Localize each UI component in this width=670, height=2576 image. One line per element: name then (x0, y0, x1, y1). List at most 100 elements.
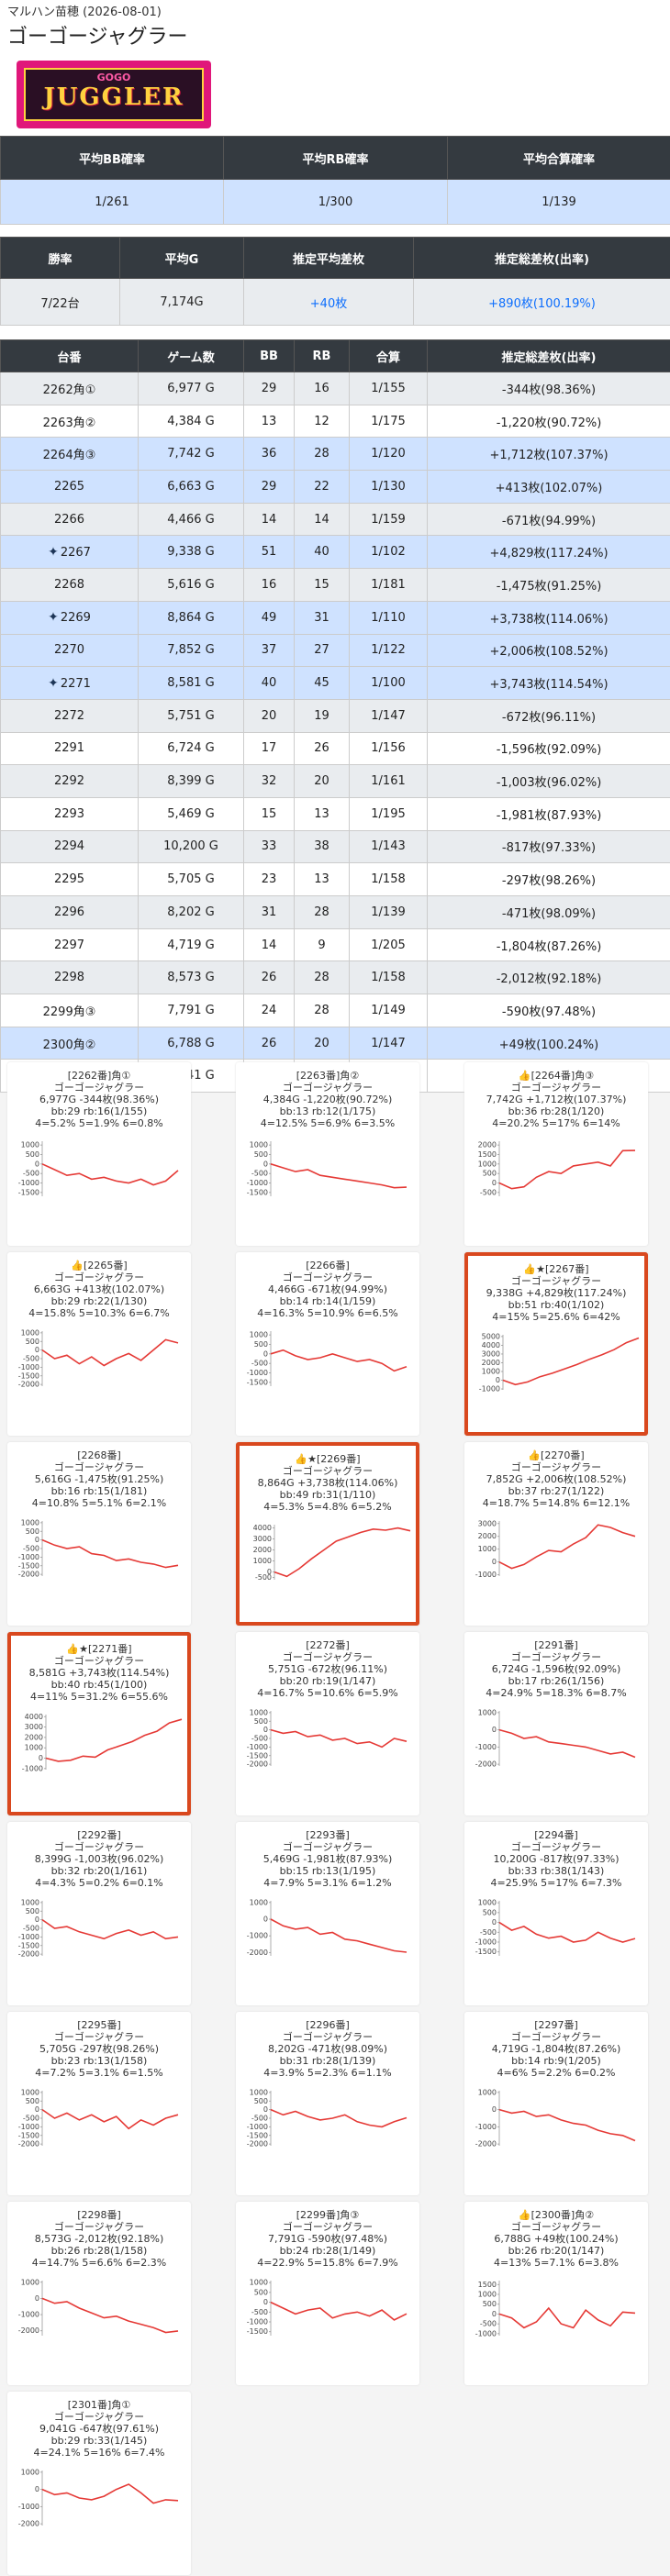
cell-text: 45 (314, 676, 329, 691)
y-tick-label: 2000 (25, 1733, 43, 1741)
card-title: [2291番] (534, 1639, 578, 1651)
cell-text: 1/158 (371, 872, 406, 887)
y-tick-label: 1500 (478, 2281, 497, 2289)
table-cell: 14 (243, 502, 295, 537)
table-row: 2262角① 6,977 G 29 16 1/155 -344枚(98.36%) (0, 372, 670, 405)
table-cell: 5,751 G (138, 698, 244, 733)
table-cell: 7,174G (119, 278, 244, 326)
cell-text: 1/181 (371, 577, 406, 592)
machine-card: 👍[2264番]角③ ゴーゴージャグラー 7,742G +1,712枚(107.37… (464, 1062, 648, 1246)
table-cell: +2,006枚(108.52%) (427, 633, 670, 668)
y-tick-label: -2000 (18, 2140, 39, 2149)
card-line: 4=6% 5=2.2% 6=0.2% (497, 2067, 616, 2079)
cell-text: 7,852 G (167, 643, 215, 658)
table-cell: 8,399 G (138, 764, 244, 798)
page-title: ゴーゴージャグラー (7, 26, 188, 49)
table-cell: 13 (294, 796, 350, 831)
card-line: bb:26 rb:28(1/158) (50, 2245, 148, 2257)
y-tick-label: 1000 (25, 1744, 43, 1752)
table-cell: 7/22台 (0, 278, 120, 326)
cell-text: 20 (261, 708, 277, 723)
cell-text: 1/100 (371, 676, 406, 691)
card-line: 7,791G -590枚(97.48%) (267, 2233, 387, 2245)
y-tick-label: 2000 (482, 1359, 500, 1367)
table-row: 2264角③ 7,742 G 36 28 1/120 +1,712枚(107.37%) (0, 437, 670, 472)
table-cell: -1,475枚(91.25%) (427, 568, 670, 602)
stats-table: 勝率 平均G 推定平均差枚 推定総差枚(出率) 7/22台 7,174G +40枚 +890枚… (0, 237, 670, 326)
y-tick-label: 1000 (21, 1518, 39, 1527)
line-series (498, 1728, 636, 1759)
y-tick-label: -1500 (18, 1371, 39, 1380)
y-tick-label: -1000 (18, 2123, 39, 2131)
y-tick-label: 500 (26, 1150, 39, 1159)
card-line: 5,705G -297枚(98.26%) (39, 2043, 159, 2055)
card-line: 4=24.9% 5=18.3% 6=8.7% (486, 1687, 627, 1699)
table-cell: 7,791 G (138, 994, 244, 1027)
y-tick-label: 1000 (478, 1160, 497, 1168)
cell-text: 2272 (53, 708, 85, 723)
table-cell: 6,977 G (138, 372, 244, 405)
cell-text: 29 (261, 479, 277, 494)
mini-chart: -2000 -1000 0 1000 (475, 2088, 636, 2149)
table-cell: 2266 (0, 502, 139, 537)
table-cell: 2263角② (0, 404, 139, 439)
machine-card: [2298番] ゴーゴージャグラー 8,573G -2,012枚(92.18%) bb… (7, 2202, 191, 2385)
card-line: bb:17 rb:26(1/156) (508, 1675, 605, 1687)
header-cell: 勝率 (0, 237, 120, 279)
table-cell: 2299角③ (0, 994, 139, 1027)
cell-text: 1/110 (371, 610, 406, 625)
y-tick-label: 1000 (21, 1328, 39, 1337)
y-tick-label: -2000 (18, 1571, 39, 1579)
table-cell: 1/130 (349, 470, 428, 504)
cell-text: 20 (314, 1036, 329, 1050)
cell-text: 2262角① (42, 383, 96, 397)
table-cell: 1/139 (349, 895, 428, 929)
card-line: bb:20 rb:19(1/147) (279, 1675, 376, 1687)
card-line: bb:14 rb:14(1/159) (279, 1295, 376, 1307)
line-series (270, 1163, 408, 1189)
card-model: ゴーゴージャグラー (510, 1651, 602, 1663)
header-cell: BB (243, 339, 295, 372)
card-model: ゴーゴージャグラー (53, 1271, 145, 1283)
cell-text: -1,475枚(91.25%) (496, 579, 602, 594)
table-row: 2291 6,724 G 17 26 1/156 -1,596枚(92.09%) (0, 731, 670, 766)
header-cell: ゲーム数 (138, 339, 244, 372)
card-model: ゴーゴージャグラー (282, 1651, 374, 1663)
y-tick-label: -500 (480, 2320, 497, 2328)
card-title: [2294番] (534, 1829, 578, 1841)
table-cell: 1/300 (223, 179, 448, 225)
y-tick-label: -1000 (247, 1369, 268, 1377)
cell-text: 2268 (53, 577, 85, 592)
y-tick-label: 1000 (21, 1898, 39, 1906)
y-tick-label: -2000 (18, 1950, 39, 1959)
table-cell: -672枚(96.11%) (427, 698, 670, 733)
cell-text: 2291 (53, 741, 85, 756)
cell-text: 32 (261, 774, 277, 789)
cell-text: 31 (261, 905, 277, 919)
cell-text: -297枚(98.26%) (501, 874, 597, 889)
table-cell: 10,200 G (138, 829, 244, 864)
card-model: ゴーゴージャグラー (510, 1082, 602, 1094)
y-tick-label: 0 (263, 1160, 268, 1168)
line-series (41, 1538, 179, 1569)
logo-inner: GOGO JUGGLER (24, 68, 204, 121)
card-title: 👍[2300番]角② (518, 2209, 595, 2221)
table-row: 2300角② 6,788 G 26 20 1/147 +49枚(100.24%) (0, 1026, 670, 1060)
card-line: 6,724G -1,596枚(92.09%) (491, 1663, 621, 1675)
y-tick-label: 0 (492, 1918, 497, 1926)
mini-chart: -1000 0 1000 2000 3000 (475, 1519, 636, 1579)
table-cell: ✦ 2267 (0, 535, 139, 570)
cell-text: -672枚(96.11%) (501, 710, 597, 725)
y-tick-label: -1000 (22, 1764, 43, 1772)
cell-text: -1,804枚(87.26%) (496, 939, 602, 954)
line-series (270, 2108, 408, 2128)
table-cell: 1/100 (349, 666, 428, 700)
card-title: [2292番] (77, 1829, 121, 1841)
card-line: bb:32 rb:20(1/161) (50, 1865, 148, 1877)
table-cell: 20 (294, 764, 350, 798)
table-cell: 7,852 G (138, 633, 244, 668)
y-tick-label: 2000 (478, 1532, 497, 1540)
card-line: 4=18.7% 5=14.8% 6=12.1% (482, 1497, 631, 1509)
machine-card: [2272番] ゴーゴージャグラー 5,751G -672枚(96.11%) bb:2… (236, 1632, 419, 1815)
